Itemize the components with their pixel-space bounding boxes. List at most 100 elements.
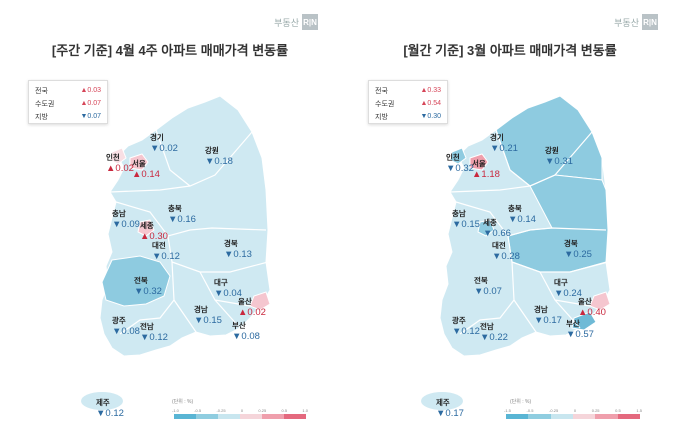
legend-tick: -0.25: [549, 408, 559, 413]
jeju-shape: [81, 392, 123, 410]
region-name: 대구: [554, 278, 568, 287]
region-name: 전북: [134, 276, 148, 285]
region-value: ▼0.66: [483, 228, 511, 239]
down-triangle-icon: ▼: [474, 286, 484, 297]
legend-swatch: [174, 414, 196, 419]
legend-unit: (단위 : %): [510, 399, 532, 405]
incheon-shape: [109, 147, 127, 165]
down-triangle-icon: ▼: [545, 156, 555, 167]
region-value: ▼0.57: [566, 329, 594, 340]
legend-tick: -1.5: [504, 408, 511, 413]
down-triangle-icon: ▼: [564, 249, 574, 260]
region-label-chungnam: 충남 ▼0.15: [452, 208, 480, 230]
down-triangle-icon: ▼: [534, 315, 544, 326]
region-borders: [449, 129, 609, 335]
region-value: ▲0.40: [578, 307, 606, 318]
down-triangle-icon: ▼: [232, 331, 242, 342]
region-label-gangwon: 강원 ▼0.18: [205, 145, 233, 167]
region-value: ▼0.12: [96, 408, 124, 419]
region-value: ▼0.12: [452, 326, 480, 337]
region-label-daejeon: 대전 ▼0.28: [492, 240, 520, 262]
legend-tick: -0.25: [216, 408, 226, 413]
legend-tick: 1.0: [302, 408, 308, 413]
region-value: ▼0.22: [480, 332, 508, 343]
down-triangle-icon: ▼: [480, 332, 490, 343]
region-label-daegu: 대구 ▼0.24: [554, 277, 582, 299]
legend-swatch: [240, 414, 262, 419]
region-value: ▼0.16: [168, 214, 196, 225]
region-name: 울산: [238, 297, 252, 306]
jeonbuk-shape: [101, 255, 171, 307]
down-triangle-icon: ▼: [194, 315, 204, 326]
legend-ticks: -1.0 -0.5 -0.25 0 0.25 0.5 1.0: [172, 408, 308, 413]
monthly-panel: 부동산 R|N [월간 기준] 3월 아파트 매매가격 변동률 전국 ▲0.33 …: [340, 0, 680, 440]
down-triangle-icon: ▼: [96, 408, 106, 419]
up-triangle-icon: ▲0.03: [80, 87, 101, 94]
region-value: ▼0.32: [446, 163, 474, 174]
region-label-gangwon: 강원 ▼0.31: [545, 145, 573, 167]
region-label-chungbuk: 충북 ▼0.16: [168, 203, 196, 225]
region-label-gyeonggi: 경기 ▼0.21: [490, 132, 518, 154]
region-label-busan: 부산 ▼0.08: [232, 320, 260, 342]
region-label-incheon: 인천 ▲0.02: [106, 152, 134, 174]
legend-swatch: [617, 414, 640, 419]
region-value: ▲0.02: [238, 307, 266, 318]
region-name: 경기: [490, 133, 504, 142]
region-name: 광주: [452, 316, 466, 325]
region-name: 경남: [534, 305, 548, 314]
region-name: 제주: [436, 398, 450, 407]
region-label-daejeon: 대전 ▼0.12: [152, 240, 180, 262]
region-label-jeonnam: 전남 ▼0.22: [480, 321, 508, 343]
region-value: ▼0.21: [490, 143, 518, 154]
legend-swatch: [528, 414, 551, 419]
down-triangle-icon: ▼: [483, 228, 493, 239]
region-name: 서울: [472, 159, 486, 168]
region-value: ▼0.12: [140, 332, 168, 343]
region-value: ▼0.02: [150, 143, 178, 154]
seoul-shape: [469, 153, 489, 171]
region-name: 경북: [564, 239, 578, 248]
legend-tick: 0.25: [591, 408, 600, 413]
brand-logo: 부동산 R|N: [274, 14, 318, 30]
region-name: 강원: [545, 146, 559, 155]
region-value: ▲0.30: [140, 231, 168, 242]
sejong-shape: [137, 219, 155, 237]
legend-tick: 1.5: [636, 408, 642, 413]
map-title: [월간 기준] 3월 아파트 매매가격 변동률: [403, 43, 617, 58]
down-triangle-icon: ▼: [152, 251, 162, 262]
region-value: ▼0.13: [224, 249, 252, 260]
region-value: ▼0.12: [152, 251, 180, 262]
region-value: ▼0.25: [564, 249, 592, 260]
down-triangle-icon: ▼0.07: [80, 113, 101, 120]
up-triangle-icon: ▲: [140, 231, 150, 242]
legend-tick: 0.25: [258, 408, 267, 413]
region-label-jeju: 제주 ▼0.17: [436, 397, 464, 419]
weekly-panel: 부동산 R|N [주간 기준] 4월 4주 아파트 매매가격 변동률 전국 ▲0.…: [28, 14, 318, 419]
region-name: 충남: [452, 209, 466, 218]
down-triangle-icon: ▼: [452, 219, 462, 230]
up-triangle-icon: ▲0.07: [80, 100, 101, 107]
summary-box: 전국 ▲0.33 수도권 ▲0.54 지방 ▼0.30: [368, 80, 448, 124]
region-label-gyeongnam: 경남 ▼0.15: [194, 304, 222, 326]
region-value: ▼0.09: [112, 219, 140, 230]
region-label-gwangju: 광주 ▼0.12: [452, 315, 480, 337]
region-name: 대전: [152, 241, 166, 250]
legend-swatch: [506, 414, 529, 419]
down-triangle-icon: ▼: [224, 249, 234, 260]
region-label-gyeongbuk: 경북 ▼0.13: [224, 238, 252, 260]
down-triangle-icon: ▼: [214, 288, 224, 299]
region-name: 충북: [168, 204, 182, 213]
legend-tick: 0.5: [615, 408, 621, 413]
down-triangle-icon: ▼: [490, 143, 500, 154]
ulsan-shape: [589, 291, 611, 311]
region-name: 제주: [96, 398, 110, 407]
incheon-shape: [449, 147, 467, 165]
up-triangle-icon: ▲0.33: [420, 87, 441, 94]
region-value: ▼0.15: [452, 219, 480, 230]
legend-bar: [174, 414, 306, 419]
up-triangle-icon: ▲: [472, 169, 482, 180]
region-label-chungbuk: 충북 ▼0.14: [508, 203, 536, 225]
up-triangle-icon: ▲: [578, 307, 588, 318]
region-value: ▼0.15: [194, 315, 222, 326]
legend-unit: (단위 : %): [172, 399, 194, 405]
